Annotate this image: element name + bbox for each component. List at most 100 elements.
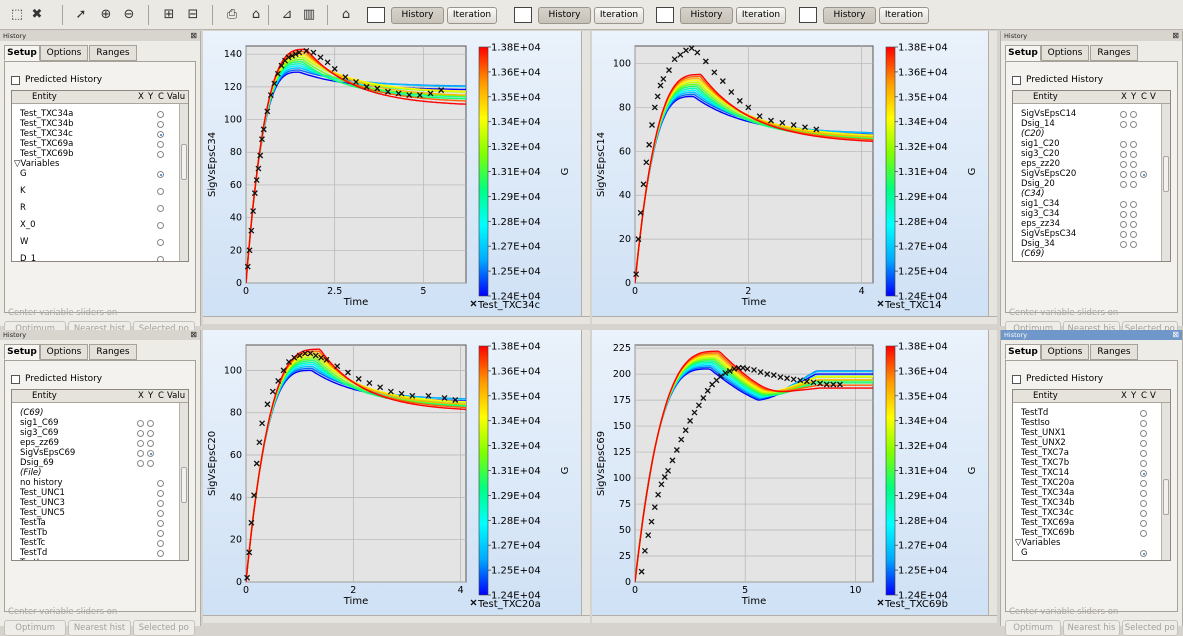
select-radio[interactable] (1130, 121, 1137, 128)
list-item[interactable]: Dsig_14 (1013, 119, 1164, 130)
optimum-button[interactable]: Optimum (4, 620, 67, 636)
select-radio[interactable] (1120, 211, 1127, 218)
list-item[interactable]: X_0 (12, 220, 181, 231)
new-plot-icon[interactable]: ⬚ (10, 7, 24, 22)
plot-layout-icon[interactable] (367, 7, 385, 23)
tab-setup[interactable]: Setup (4, 344, 40, 360)
select-radio[interactable] (157, 222, 164, 229)
select-radio[interactable] (137, 450, 144, 457)
tab-ranges[interactable]: Ranges (89, 45, 137, 61)
entity-list-scrollbar[interactable] (179, 104, 188, 261)
list-item[interactable]: TestTb (12, 528, 181, 539)
list-item[interactable]: sig1_C20 (1013, 139, 1164, 150)
entity-list-scrollbar[interactable] (1161, 403, 1170, 560)
iteration-button[interactable]: Iteration (879, 7, 929, 24)
select-radio[interactable] (1140, 410, 1147, 417)
select-radio[interactable] (1130, 161, 1137, 168)
plot-layout-icon[interactable] (514, 7, 532, 23)
select-radio[interactable] (157, 188, 164, 195)
tab-setup[interactable]: Setup (4, 45, 40, 61)
list-item[interactable]: sig1_C34 (1013, 199, 1164, 210)
close-icon[interactable]: ⊠ (1172, 330, 1179, 339)
select-radio[interactable] (1130, 201, 1137, 208)
list-item[interactable]: Test_TXC69b (1013, 528, 1164, 539)
list-item[interactable]: (C34) (1013, 189, 1164, 200)
tab-options[interactable]: Options (40, 344, 88, 360)
zoom-out-icon[interactable]: ⊖ (123, 7, 135, 22)
select-radio[interactable] (1120, 121, 1127, 128)
plot-c34-vertical-scrollbar[interactable] (581, 31, 590, 316)
tab-options[interactable]: Options (1041, 344, 1089, 360)
select-radio[interactable] (1140, 450, 1147, 457)
select-radio[interactable] (157, 550, 164, 557)
select-radio[interactable] (1120, 201, 1127, 208)
list-item[interactable]: no history (12, 478, 181, 489)
list-item[interactable]: TestIso (12, 558, 181, 560)
select-radio[interactable] (1140, 460, 1147, 467)
plot-layout-icon[interactable] (799, 7, 817, 23)
list-item[interactable]: Test_TXC7b (1013, 458, 1164, 469)
select-radio[interactable] (147, 440, 154, 447)
folder-icon[interactable]: ⌂ (341, 7, 351, 22)
tab-options[interactable]: Options (1041, 45, 1089, 61)
history-button[interactable]: History (823, 7, 876, 24)
list-item[interactable]: eps_zz69 (12, 438, 181, 449)
list-item[interactable]: Test_TXC34c (1013, 508, 1164, 519)
plot-sigvseps-c34[interactable]: 0 20 40 60 80 100 120 140 0 2.5 5 Time SigVsEpsC34 Te… (203, 31, 581, 316)
table-icon[interactable]: ▥ (302, 7, 316, 22)
select-radio[interactable] (157, 205, 164, 212)
plot-c69-vertical-scrollbar[interactable] (988, 330, 997, 615)
plot-c20-vertical-scrollbar[interactable] (581, 330, 590, 615)
select-radio[interactable] (1120, 161, 1127, 168)
iteration-button[interactable]: Iteration (447, 7, 497, 24)
select-radio[interactable] (1140, 520, 1147, 527)
select-radio[interactable] (1130, 141, 1137, 148)
list-item[interactable]: Test_TXC34b (12, 119, 181, 130)
select-radio[interactable] (157, 256, 164, 261)
selected-point-button[interactable]: Selected po (132, 620, 195, 636)
list-item[interactable]: Test_TXC69a (12, 139, 181, 150)
select-radio[interactable] (1120, 181, 1127, 188)
select-radio[interactable] (157, 121, 164, 128)
select-radio[interactable] (157, 540, 164, 547)
list-item[interactable]: Dsig_69 (12, 458, 181, 469)
list-item[interactable]: Test_TXC7a (1013, 448, 1164, 459)
iteration-button[interactable]: Iteration (594, 7, 644, 24)
select-radio[interactable] (1140, 480, 1147, 487)
select-radio[interactable] (157, 239, 164, 246)
select-radio[interactable] (1130, 211, 1137, 218)
list-item[interactable]: TestTc (12, 538, 181, 549)
plot-c14-horizontal-scrollbar[interactable] (592, 316, 997, 324)
select-radio[interactable] (1130, 171, 1137, 178)
list-item[interactable]: Test_TXC69b (12, 149, 181, 160)
select-radio[interactable] (1140, 500, 1147, 507)
list-item[interactable]: Test_TXC34c (12, 129, 181, 140)
tab-options[interactable]: Options (40, 45, 88, 61)
select-radio[interactable] (157, 500, 164, 507)
list-item[interactable]: Test_UNC5 (12, 508, 181, 519)
scroll-thumb[interactable] (181, 144, 187, 180)
plot-sigvseps-c69[interactable]: 0 25 50 75 100 125 150 175 200 225 0 5 10 Time SigVsEp… (592, 330, 988, 615)
list-item[interactable]: SigVsEpsC69 (12, 448, 181, 459)
pointer-icon[interactable]: ➚ (75, 7, 87, 22)
list-item[interactable]: (File) (12, 468, 181, 479)
predicted-history-checkbox[interactable] (1012, 76, 1021, 85)
select-radio[interactable] (157, 490, 164, 497)
select-radio[interactable] (157, 131, 164, 138)
scroll-thumb[interactable] (1163, 479, 1169, 515)
list-item[interactable]: Test_TXC34a (12, 109, 181, 120)
list-item[interactable]: SigVsEpsC20 (1013, 169, 1164, 180)
select-radio[interactable] (1140, 470, 1147, 477)
select-radio[interactable] (137, 430, 144, 437)
select-radio[interactable] (1140, 510, 1147, 517)
list-item[interactable]: Dsig_20 (1013, 179, 1164, 190)
entity-list-scrollbar[interactable] (1161, 104, 1170, 261)
list-item[interactable]: sig3_C34 (1013, 209, 1164, 220)
history-button[interactable]: History (680, 7, 733, 24)
select-radio[interactable] (1140, 550, 1147, 557)
select-radio[interactable] (147, 420, 154, 427)
list-item[interactable]: (C69) (12, 408, 181, 419)
list-item[interactable]: TestTd (1013, 408, 1164, 419)
list-item[interactable]: Test_TXC34a (1013, 488, 1164, 499)
close-icon[interactable]: ⊠ (190, 330, 197, 339)
